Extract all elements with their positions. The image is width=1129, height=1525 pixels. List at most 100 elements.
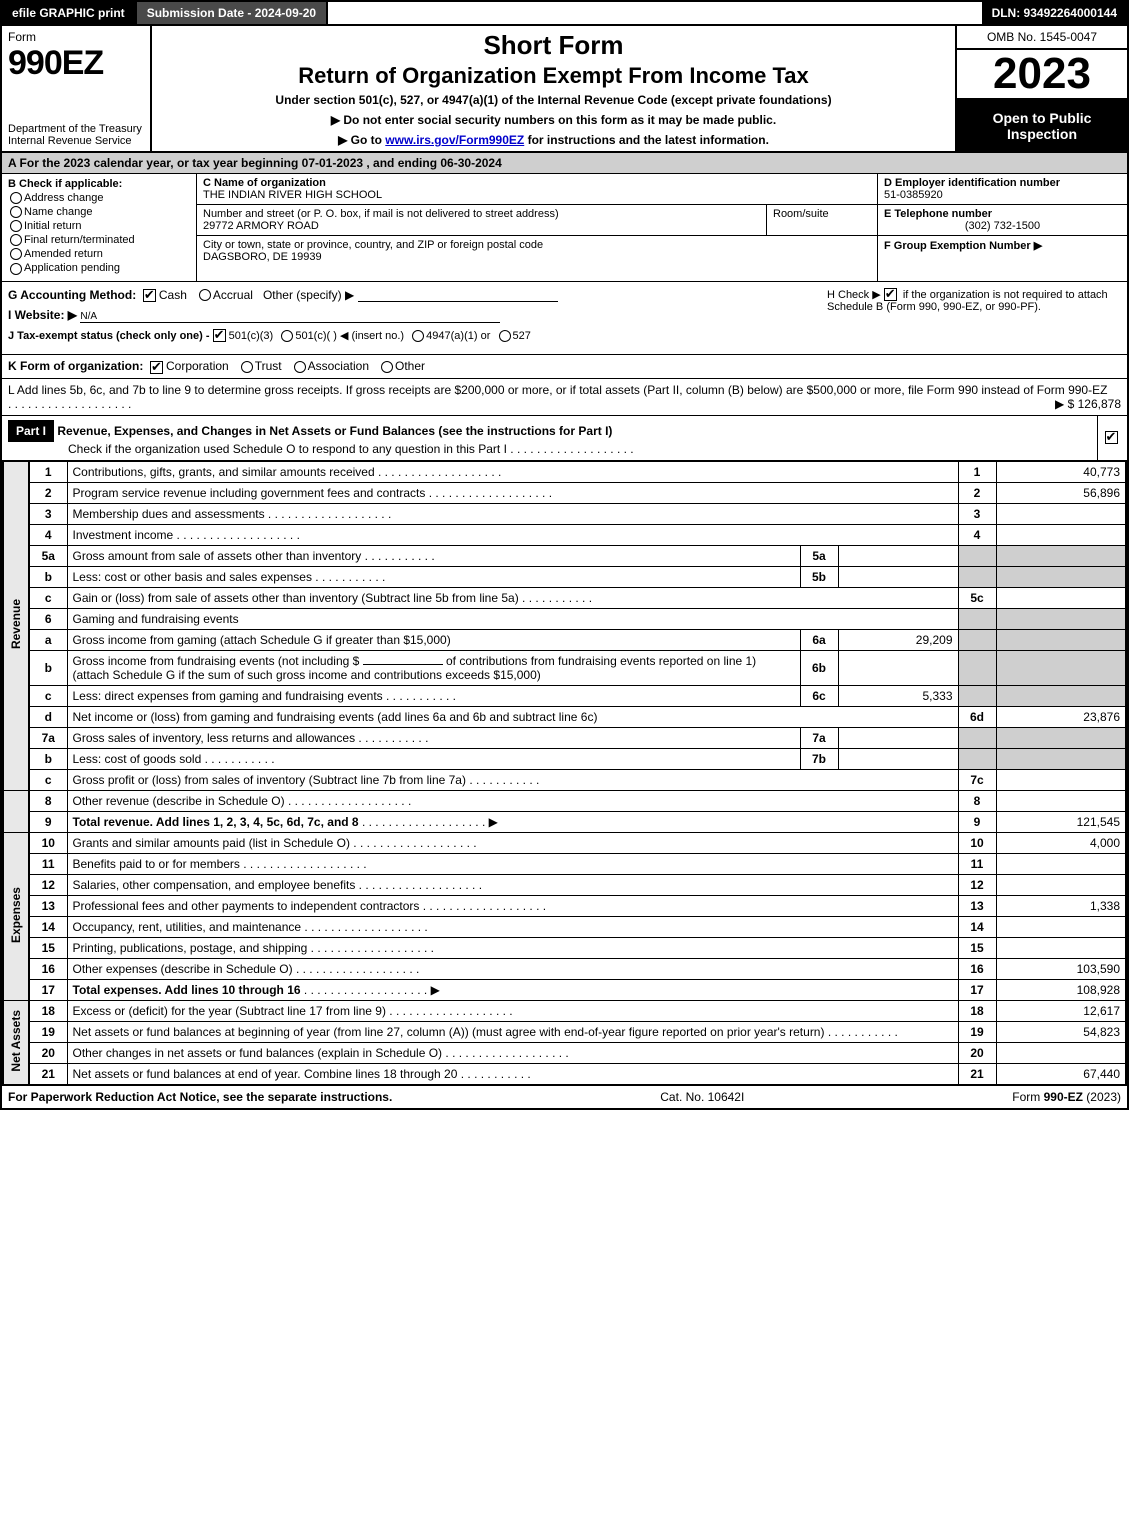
j-501c3-label: 501(c)(3) [229,330,274,342]
cat-no: Cat. No. 10642I [660,1090,744,1104]
l6b-blank[interactable] [363,664,443,665]
l15-rval [996,937,1126,958]
org-street: 29772 ARMORY ROAD [203,220,319,232]
check-name-change[interactable]: Name change [8,206,190,218]
expenses-vlabel: Expenses [3,832,29,1000]
l12-num: 12 [29,874,67,895]
k-assoc-label: Association [308,359,369,373]
h-checkbox[interactable] [884,288,897,301]
l18-rval: 12,617 [996,1000,1126,1021]
l6d-num: d [29,706,67,727]
l14-rval [996,916,1126,937]
l6-num: 6 [29,608,67,629]
l11-rval [996,853,1126,874]
i-website-label: I Website: ▶ [8,308,77,322]
l6c-subnum: 6c [800,685,838,706]
j-4947-radio[interactable] [412,330,424,342]
netassets-vlabel: Net Assets [3,1000,29,1084]
l5b-desc: Less: cost or other basis and sales expe… [73,570,312,584]
g-accounting-method: G Accounting Method: Cash Accrual Other … [8,288,813,302]
l2-rnum: 2 [958,482,996,503]
l6a-rnum-grey [958,629,996,650]
l7a-subnum: 7a [800,727,838,748]
l6c-desc: Less: direct expenses from gaming and fu… [73,689,383,703]
l6c-num: c [29,685,67,706]
check-address-change[interactable]: Address change [8,192,190,204]
k-assoc-radio[interactable] [294,361,306,373]
l11-rnum: 11 [958,853,996,874]
l19-rnum: 19 [958,1021,996,1042]
l18-desc: Excess or (deficit) for the year (Subtra… [73,1004,386,1018]
row-k-org-form: K Form of organization: Corporation Trus… [2,355,1127,378]
efile-print-label[interactable]: efile GRAPHIC print [2,2,135,24]
l16-rnum: 16 [958,958,996,979]
l6b-rnum-grey [958,650,996,685]
l7a-rnum-grey [958,727,996,748]
l5b-rval-grey [996,566,1126,587]
l3-rval [996,503,1126,524]
g-other-input[interactable] [358,288,558,302]
l5c-num: c [29,587,67,608]
c-name-label: C Name of organization [203,177,326,189]
l2-rval: 56,896 [996,482,1126,503]
l7c-rnum: 7c [958,769,996,790]
c-city-label: City or town, state or province, country… [203,239,543,251]
l6-rnum-grey [958,608,996,629]
page-footer: For Paperwork Reduction Act Notice, see … [0,1085,1129,1110]
l6b-desc-pre: Gross income from fundraising events (no… [73,654,360,668]
l10-rval: 4,000 [996,832,1126,853]
l5b-rnum-grey [958,566,996,587]
l6a-desc: Gross income from gaming (attach Schedul… [73,633,451,647]
irs-link[interactable]: www.irs.gov/Form990EZ [385,133,524,147]
l12-rval [996,874,1126,895]
l7c-num: c [29,769,67,790]
l20-desc: Other changes in net assets or fund bala… [73,1046,443,1060]
d-ein-label: D Employer identification number [884,177,1060,189]
part-i-schedule-o-check[interactable] [1105,431,1118,444]
dln-label: DLN: 93492264000144 [982,2,1127,24]
l5c-desc: Gain or (loss) from sale of assets other… [73,591,519,605]
l6-desc: Gaming and fundraising events [73,612,239,626]
check-initial-return[interactable]: Initial return [8,220,190,232]
l7a-desc: Gross sales of inventory, less returns a… [73,731,356,745]
part-i-title: Revenue, Expenses, and Changes in Net As… [57,424,612,438]
g-accrual-radio[interactable] [199,289,211,301]
j-527-radio[interactable] [499,330,511,342]
l10-desc: Grants and similar amounts paid (list in… [73,836,350,850]
check-application-pending[interactable]: Application pending [8,262,190,274]
l16-desc: Other expenses (describe in Schedule O) [73,962,293,976]
g-other-label: Other (specify) ▶ [263,288,354,302]
check-final-return[interactable]: Final return/terminated [8,234,190,246]
instruction-line-2: ▶ Go to www.irs.gov/Form990EZ for instru… [338,133,769,147]
l4-rval [996,524,1126,545]
l5c-rnum: 5c [958,587,996,608]
l6-rval-grey [996,608,1126,629]
k-other-radio[interactable] [381,361,393,373]
l6b-subnum: 6b [800,650,838,685]
l9-desc: Total revenue. Add lines 1, 2, 3, 4, 5c,… [73,815,359,829]
l13-desc: Professional fees and other payments to … [73,899,420,913]
org-name: THE INDIAN RIVER HIGH SCHOOL [203,189,382,201]
l4-rnum: 4 [958,524,996,545]
return-title: Return of Organization Exempt From Incom… [298,63,809,89]
part-i-lines-table: Revenue 1 Contributions, gifts, grants, … [2,461,1127,1085]
goto-pre: ▶ Go to [338,133,385,147]
k-corporation-check[interactable] [150,361,163,374]
l20-num: 20 [29,1042,67,1063]
g-cash-checkbox[interactable] [143,289,156,302]
check-amended-return[interactable]: Amended return [8,248,190,260]
l6d-desc: Net income or (loss) from gaming and fun… [73,710,598,724]
section-b-checkboxes: B Check if applicable: Address change Na… [2,174,197,281]
l21-rval: 67,440 [996,1063,1126,1084]
l21-num: 21 [29,1063,67,1084]
l6c-rnum-grey [958,685,996,706]
k-trust-radio[interactable] [241,361,253,373]
org-city: DAGSBORO, DE 19939 [203,251,322,263]
l5a-rval-grey [996,545,1126,566]
j-501c3-checkbox[interactable] [213,329,226,342]
l17-num: 17 [29,979,67,1000]
c-street-label: Number and street (or P. O. box, if mail… [203,208,559,220]
j-501c-radio[interactable] [281,330,293,342]
form-header: Form 990EZ Department of the Treasury In… [0,26,1129,153]
l7b-num: b [29,748,67,769]
